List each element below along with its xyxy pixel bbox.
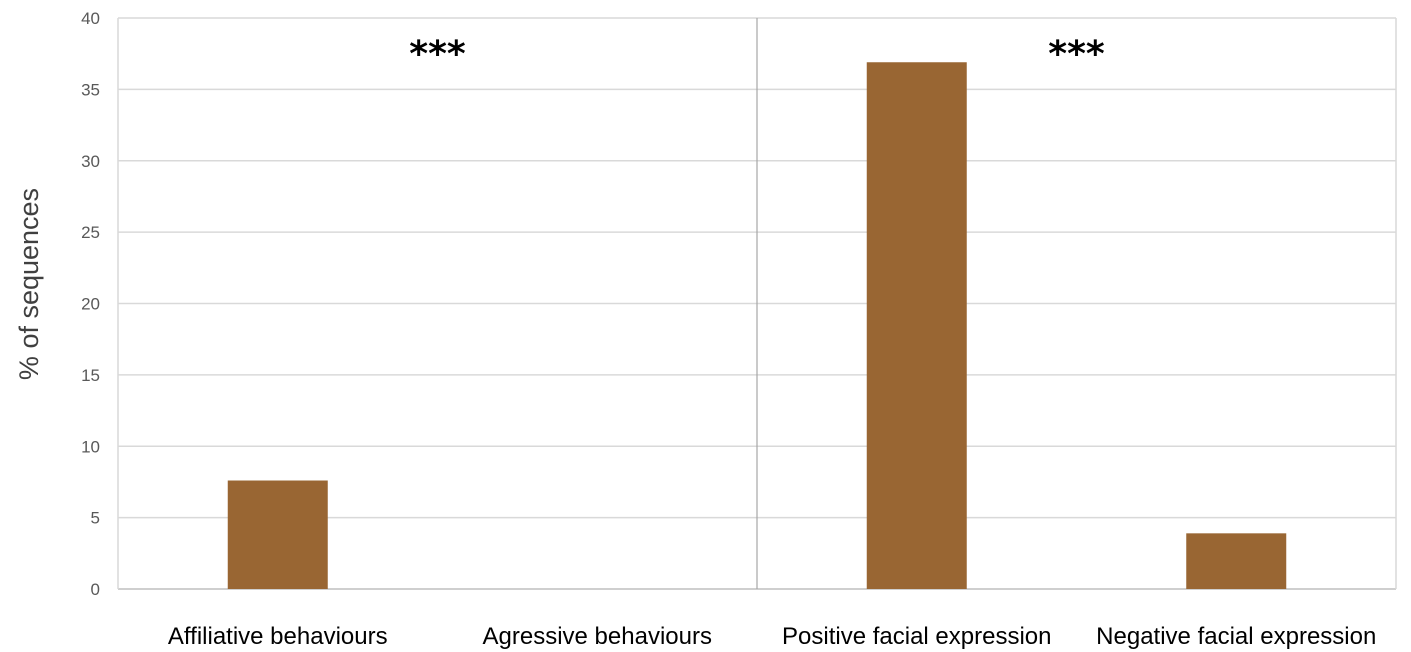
x-category-label: Negative facial expression xyxy=(1096,623,1376,650)
y-axis-title: % of sequences xyxy=(14,188,44,380)
y-axis-ticks: 0 5 10 15 20 25 30 35 40 xyxy=(81,9,100,599)
x-axis-labels: Affiliative behaviours Agressive behaviou… xyxy=(168,623,1376,650)
bar-negative-facial-expression xyxy=(1186,533,1287,589)
bars xyxy=(227,62,1287,589)
bar-positive-facial-expression xyxy=(866,62,967,589)
y-tick-label: 35 xyxy=(81,80,100,99)
y-tick-label: 25 xyxy=(81,223,100,242)
significance-annotations: *** *** xyxy=(409,34,1105,75)
x-category-label: Agressive behaviours xyxy=(483,623,712,650)
y-tick-label: 10 xyxy=(81,437,100,456)
y-tick-label: 15 xyxy=(81,366,100,385)
y-tick-label: 30 xyxy=(81,152,100,171)
significance-marker: *** xyxy=(409,34,466,75)
x-category-label: Positive facial expression xyxy=(782,623,1051,650)
y-tick-label: 0 xyxy=(91,580,100,599)
x-category-label: Affiliative behaviours xyxy=(168,623,388,650)
y-tick-label: 40 xyxy=(81,9,100,28)
significance-marker: *** xyxy=(1048,34,1105,75)
y-tick-label: 20 xyxy=(81,295,100,314)
y-tick-label: 5 xyxy=(91,509,100,528)
bar-affiliative-behaviours xyxy=(227,480,328,589)
